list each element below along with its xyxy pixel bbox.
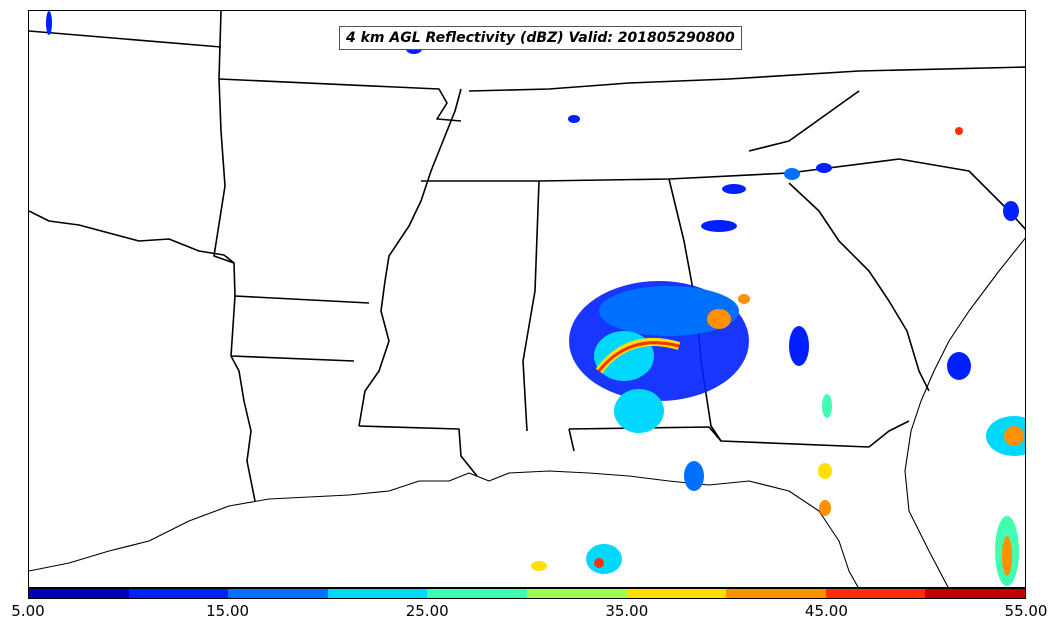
echo-cell	[701, 220, 737, 232]
boundary-line	[230, 295, 256, 502]
echo-cell	[586, 544, 622, 574]
tick-label: 45.00	[804, 602, 848, 620]
echo-cell	[599, 286, 739, 336]
echo-cell	[947, 352, 971, 380]
boundary-line	[358, 425, 478, 477]
echo-cell	[789, 326, 809, 366]
boundary-line	[213, 78, 370, 304]
map-title-box: 4 km AGL Reflectivity (dBZ) Valid: 20180…	[339, 26, 742, 50]
colorbar-segment	[925, 589, 1025, 598]
map-title: 4 km AGL Reflectivity (dBZ) Valid: 20180…	[346, 30, 735, 46]
tick-label: 15.00	[206, 602, 250, 620]
colorbar-segment	[327, 589, 428, 598]
boundary-line	[29, 210, 235, 264]
colorbar-segment	[427, 589, 527, 598]
echo-cell	[1003, 201, 1019, 221]
echo-cell	[784, 168, 800, 180]
echo-cell	[594, 558, 604, 568]
echo-cell	[822, 394, 832, 418]
echo-cell	[684, 461, 704, 491]
echo-cell	[816, 163, 832, 173]
echo-cell	[818, 463, 832, 479]
colorbar	[28, 588, 1026, 599]
gulf-coast	[29, 470, 859, 587]
echo-cell	[1004, 426, 1024, 446]
river-boundary	[358, 88, 462, 427]
echo-cell	[819, 500, 831, 516]
boundary-line	[868, 420, 910, 448]
tick-label: 35.00	[605, 602, 649, 620]
echo-cell	[46, 11, 52, 35]
boundary-line	[230, 355, 355, 362]
echo-cell	[707, 309, 731, 329]
river-boundary	[788, 182, 930, 392]
boundary-line	[748, 90, 860, 152]
coastline	[29, 237, 1025, 587]
echo-cell	[568, 115, 580, 123]
tick-label: 5.00	[11, 602, 45, 620]
reflectivity-echoes	[46, 11, 1025, 586]
florida-atlantic-coast	[904, 237, 1025, 587]
echo-band	[597, 341, 680, 372]
state-boundaries	[29, 11, 1025, 502]
echo-cell	[955, 127, 963, 135]
boundary-line	[29, 30, 222, 48]
colorbar-segment	[526, 589, 627, 598]
boundary-line	[218, 11, 462, 122]
echo-cell	[1002, 536, 1012, 576]
echo-cell	[722, 184, 746, 194]
tick-label: 55.00	[1004, 602, 1048, 620]
colorbar-segment	[825, 589, 926, 598]
colorbar-segment	[128, 589, 229, 598]
colorbar-segment	[726, 589, 826, 598]
boundary-line	[522, 180, 540, 432]
colorbar-segment	[228, 589, 328, 598]
radar-map	[29, 11, 1025, 587]
boundary-line	[898, 158, 1025, 230]
colorbar-segment	[29, 589, 129, 598]
boundary-line	[468, 66, 1025, 92]
colorbar-segment	[626, 589, 727, 598]
echo-cell	[531, 561, 547, 571]
echo-cell	[614, 389, 664, 433]
echo-cell	[738, 294, 750, 304]
boundary-line	[568, 428, 575, 452]
tick-label: 25.00	[405, 602, 449, 620]
map-panel: 4 km AGL Reflectivity (dBZ) Valid: 20180…	[28, 10, 1026, 588]
